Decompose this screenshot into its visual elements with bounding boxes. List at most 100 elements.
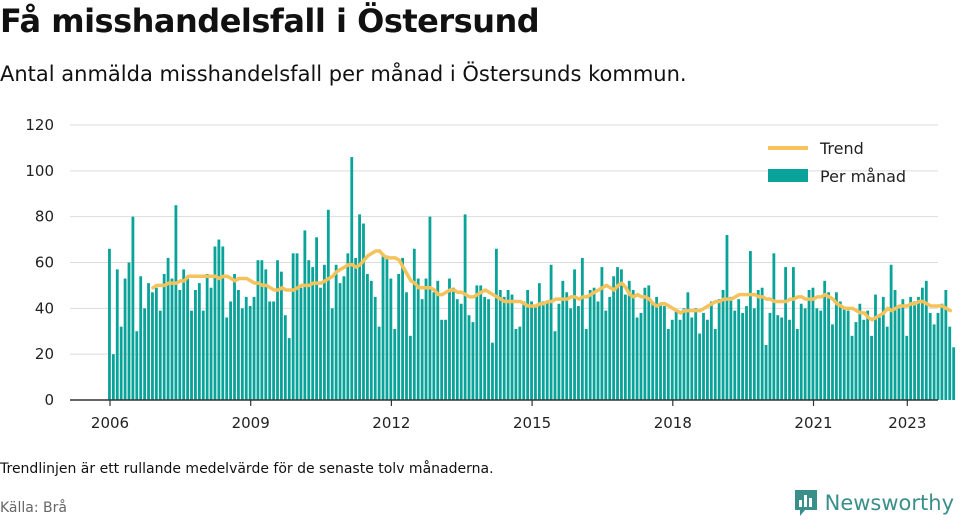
bar (287, 338, 291, 401)
x-tick-label: 2012 (372, 414, 410, 432)
bar (545, 301, 549, 400)
bar (725, 235, 729, 400)
bar (569, 308, 573, 400)
bar (123, 278, 127, 400)
bar (592, 287, 596, 400)
bar (170, 278, 174, 400)
chart-title: Få misshandelsfall i Östersund (0, 2, 540, 40)
y-tick-label: 80 (35, 208, 54, 226)
bar (733, 310, 737, 401)
bar (577, 306, 580, 400)
bar (749, 251, 752, 400)
bar (397, 273, 401, 400)
bar (666, 328, 670, 400)
bar (111, 354, 115, 400)
bar (612, 276, 616, 400)
bar (256, 260, 260, 400)
x-tick-label: 2021 (794, 414, 832, 432)
bar (729, 296, 733, 401)
bar (498, 290, 502, 400)
y-tick-label: 100 (25, 162, 54, 180)
bar (756, 290, 760, 400)
bar (651, 303, 655, 400)
bar (596, 301, 600, 400)
x-tick-label: 2023 (888, 414, 926, 432)
bar (768, 312, 772, 400)
bar (366, 273, 369, 400)
bar (389, 278, 393, 400)
bar (401, 257, 404, 400)
x-tick-label: 2009 (232, 414, 270, 432)
bar (870, 335, 873, 400)
bar (307, 260, 311, 400)
bar (905, 335, 909, 400)
bar (237, 290, 240, 400)
bar (463, 214, 467, 401)
bar (510, 294, 514, 400)
bar (201, 310, 205, 401)
bar (741, 312, 745, 400)
bar (803, 308, 807, 400)
bar (444, 319, 447, 400)
bar (147, 283, 150, 401)
bar (643, 287, 647, 400)
bar (311, 267, 315, 400)
bar (788, 319, 791, 400)
source-label: Källa: Brå (0, 500, 67, 516)
bar (381, 253, 385, 400)
bar (240, 308, 244, 400)
bar (792, 267, 795, 400)
bar (522, 301, 526, 400)
bar (436, 280, 440, 400)
bar (264, 269, 268, 401)
brand-logo[interactable]: Newsworthy (793, 488, 954, 518)
bar (639, 312, 643, 400)
bar (811, 287, 815, 400)
bar (604, 310, 608, 401)
bar (291, 253, 295, 400)
bar (330, 308, 334, 400)
bar (616, 267, 619, 400)
bar (850, 335, 854, 400)
bar (362, 223, 365, 400)
bar (514, 328, 518, 400)
x-tick-label: 2006 (91, 414, 129, 432)
bar (221, 246, 225, 400)
bar (698, 333, 702, 400)
bar (280, 271, 283, 400)
bar (260, 260, 264, 400)
y-tick-label: 60 (35, 254, 54, 272)
bar (709, 301, 713, 400)
bar (326, 209, 330, 400)
bar (737, 299, 741, 400)
bar (459, 303, 463, 400)
bar (874, 294, 877, 400)
bar (780, 317, 784, 400)
bar (631, 290, 635, 400)
bar (678, 319, 682, 400)
bar (276, 260, 279, 400)
bar (702, 312, 705, 400)
bar (194, 290, 197, 400)
y-tick-label: 120 (25, 116, 54, 134)
bar (827, 292, 830, 400)
bar (385, 255, 389, 401)
bar (936, 312, 940, 400)
bar (342, 276, 346, 400)
bar (776, 315, 780, 400)
bar (455, 299, 459, 400)
bar (483, 296, 487, 401)
bar (690, 317, 694, 400)
bar (182, 269, 186, 401)
bar (686, 292, 690, 400)
bar (358, 214, 361, 401)
bar (752, 308, 756, 400)
bar (862, 319, 866, 400)
bar (334, 264, 338, 400)
bar (323, 264, 326, 400)
bar (897, 308, 901, 400)
bar (518, 326, 522, 400)
bar (745, 306, 748, 400)
bar (135, 331, 139, 400)
bar (928, 312, 932, 400)
